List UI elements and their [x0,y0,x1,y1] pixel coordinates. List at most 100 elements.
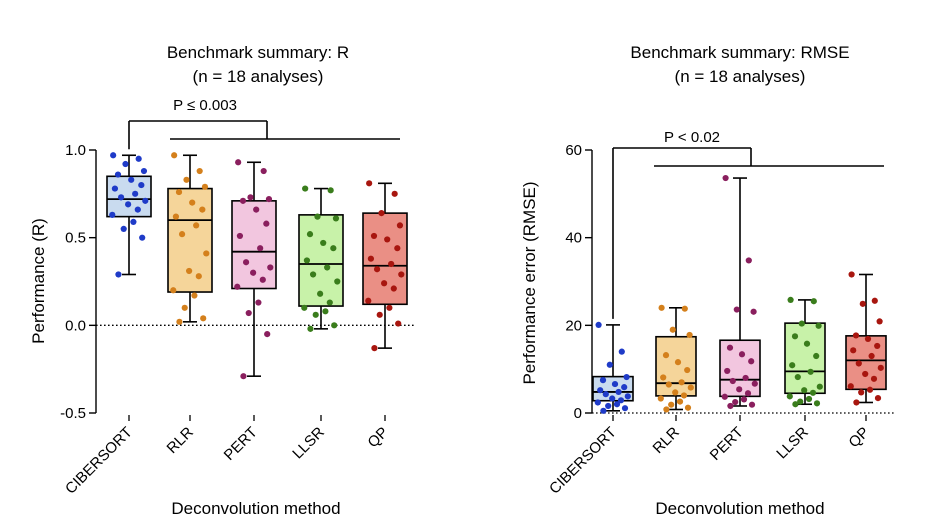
x-tick-label: LLSR [289,424,328,463]
data-point [235,159,242,166]
x-axis-label: Deconvolution method [655,499,824,518]
title-line2: (n = 18 analyses) [675,67,806,86]
data-point [657,395,664,402]
data-point [391,190,398,197]
y-axis-label: Performance error (RMSE) [520,181,539,384]
data-point [617,397,625,404]
data-point [615,388,622,396]
data-point [370,232,378,240]
data-point [332,215,340,222]
data-point [236,232,244,240]
data-point [801,387,808,394]
data-point [609,395,616,402]
data-point [750,308,757,315]
data-point [669,326,676,333]
data-point [722,174,729,182]
data-point [847,383,854,390]
data-point [301,304,308,311]
data-point [120,225,127,232]
box-qp [362,180,408,352]
data-point [115,271,122,278]
data-point [245,309,252,317]
data-point [681,305,688,312]
data-point [797,398,804,405]
box-qp [845,271,887,406]
data-point [805,395,813,403]
data-point [303,257,311,264]
data-point [140,167,148,175]
data-point [662,352,670,359]
box-rlr [655,304,697,413]
data-point [390,285,397,292]
data-point [247,194,254,201]
data-point [195,273,202,280]
data-point [183,176,190,183]
data-point [193,222,200,229]
data-point [234,283,241,290]
data-point [816,383,823,390]
box-pert [719,174,761,410]
x-tick-label: QP [845,424,872,451]
data-point [109,211,116,218]
y-tick-label: 0.0 [65,317,86,334]
data-point [138,181,145,189]
x-tick-label: PERT [707,424,747,464]
data-point [665,381,672,388]
data-point [874,342,881,350]
data-point [748,358,755,365]
data-point [602,391,609,398]
data-point [307,325,314,332]
data-point [871,297,878,304]
data-point [721,393,728,400]
y-tick-label: 0 [574,405,582,422]
data-point [862,370,869,378]
data-point [186,267,193,275]
data-point [729,377,736,385]
data-point [870,375,878,382]
data-point [240,373,247,380]
data-point [330,245,337,252]
data-point [191,292,198,299]
data-point [264,331,271,338]
box-rlr [167,152,213,325]
data-point [314,213,321,220]
y-axis-label: Performance (R) [29,218,48,344]
data-point [196,167,203,175]
data-point [135,155,142,162]
data-point [866,386,874,393]
data-point [864,335,872,343]
x-tick-label: RLR [650,424,683,457]
data-point [815,322,822,329]
data-point [122,160,129,168]
data-point [114,171,122,178]
data-point [852,332,860,339]
data-point [621,384,628,391]
data-point [611,380,619,388]
data-point [376,311,383,318]
data-point [742,374,749,382]
data-point [384,236,391,243]
data-point [877,364,884,371]
data-point [172,213,180,220]
data-point [744,390,752,397]
significance-label: P < 0.02 [664,129,720,146]
data-point [111,185,119,192]
data-point [334,278,341,285]
data-point [373,266,381,273]
title-line1: Benchmark summary: RMSE [630,43,849,62]
data-point [727,402,734,410]
data-point [267,264,274,271]
data-point [189,199,196,206]
data-point [605,402,612,410]
data-point [672,389,679,396]
data-point [398,271,405,278]
data-point [658,304,665,311]
data-point [128,176,135,183]
data-point [855,360,862,367]
title-line2: (n = 18 analyses) [193,67,324,86]
data-point [733,306,740,313]
data-point [312,311,319,318]
panel-rmse: Benchmark summary: RMSE (n = 18 analyses… [520,43,896,518]
data-point [306,231,314,238]
data-point [130,218,137,225]
